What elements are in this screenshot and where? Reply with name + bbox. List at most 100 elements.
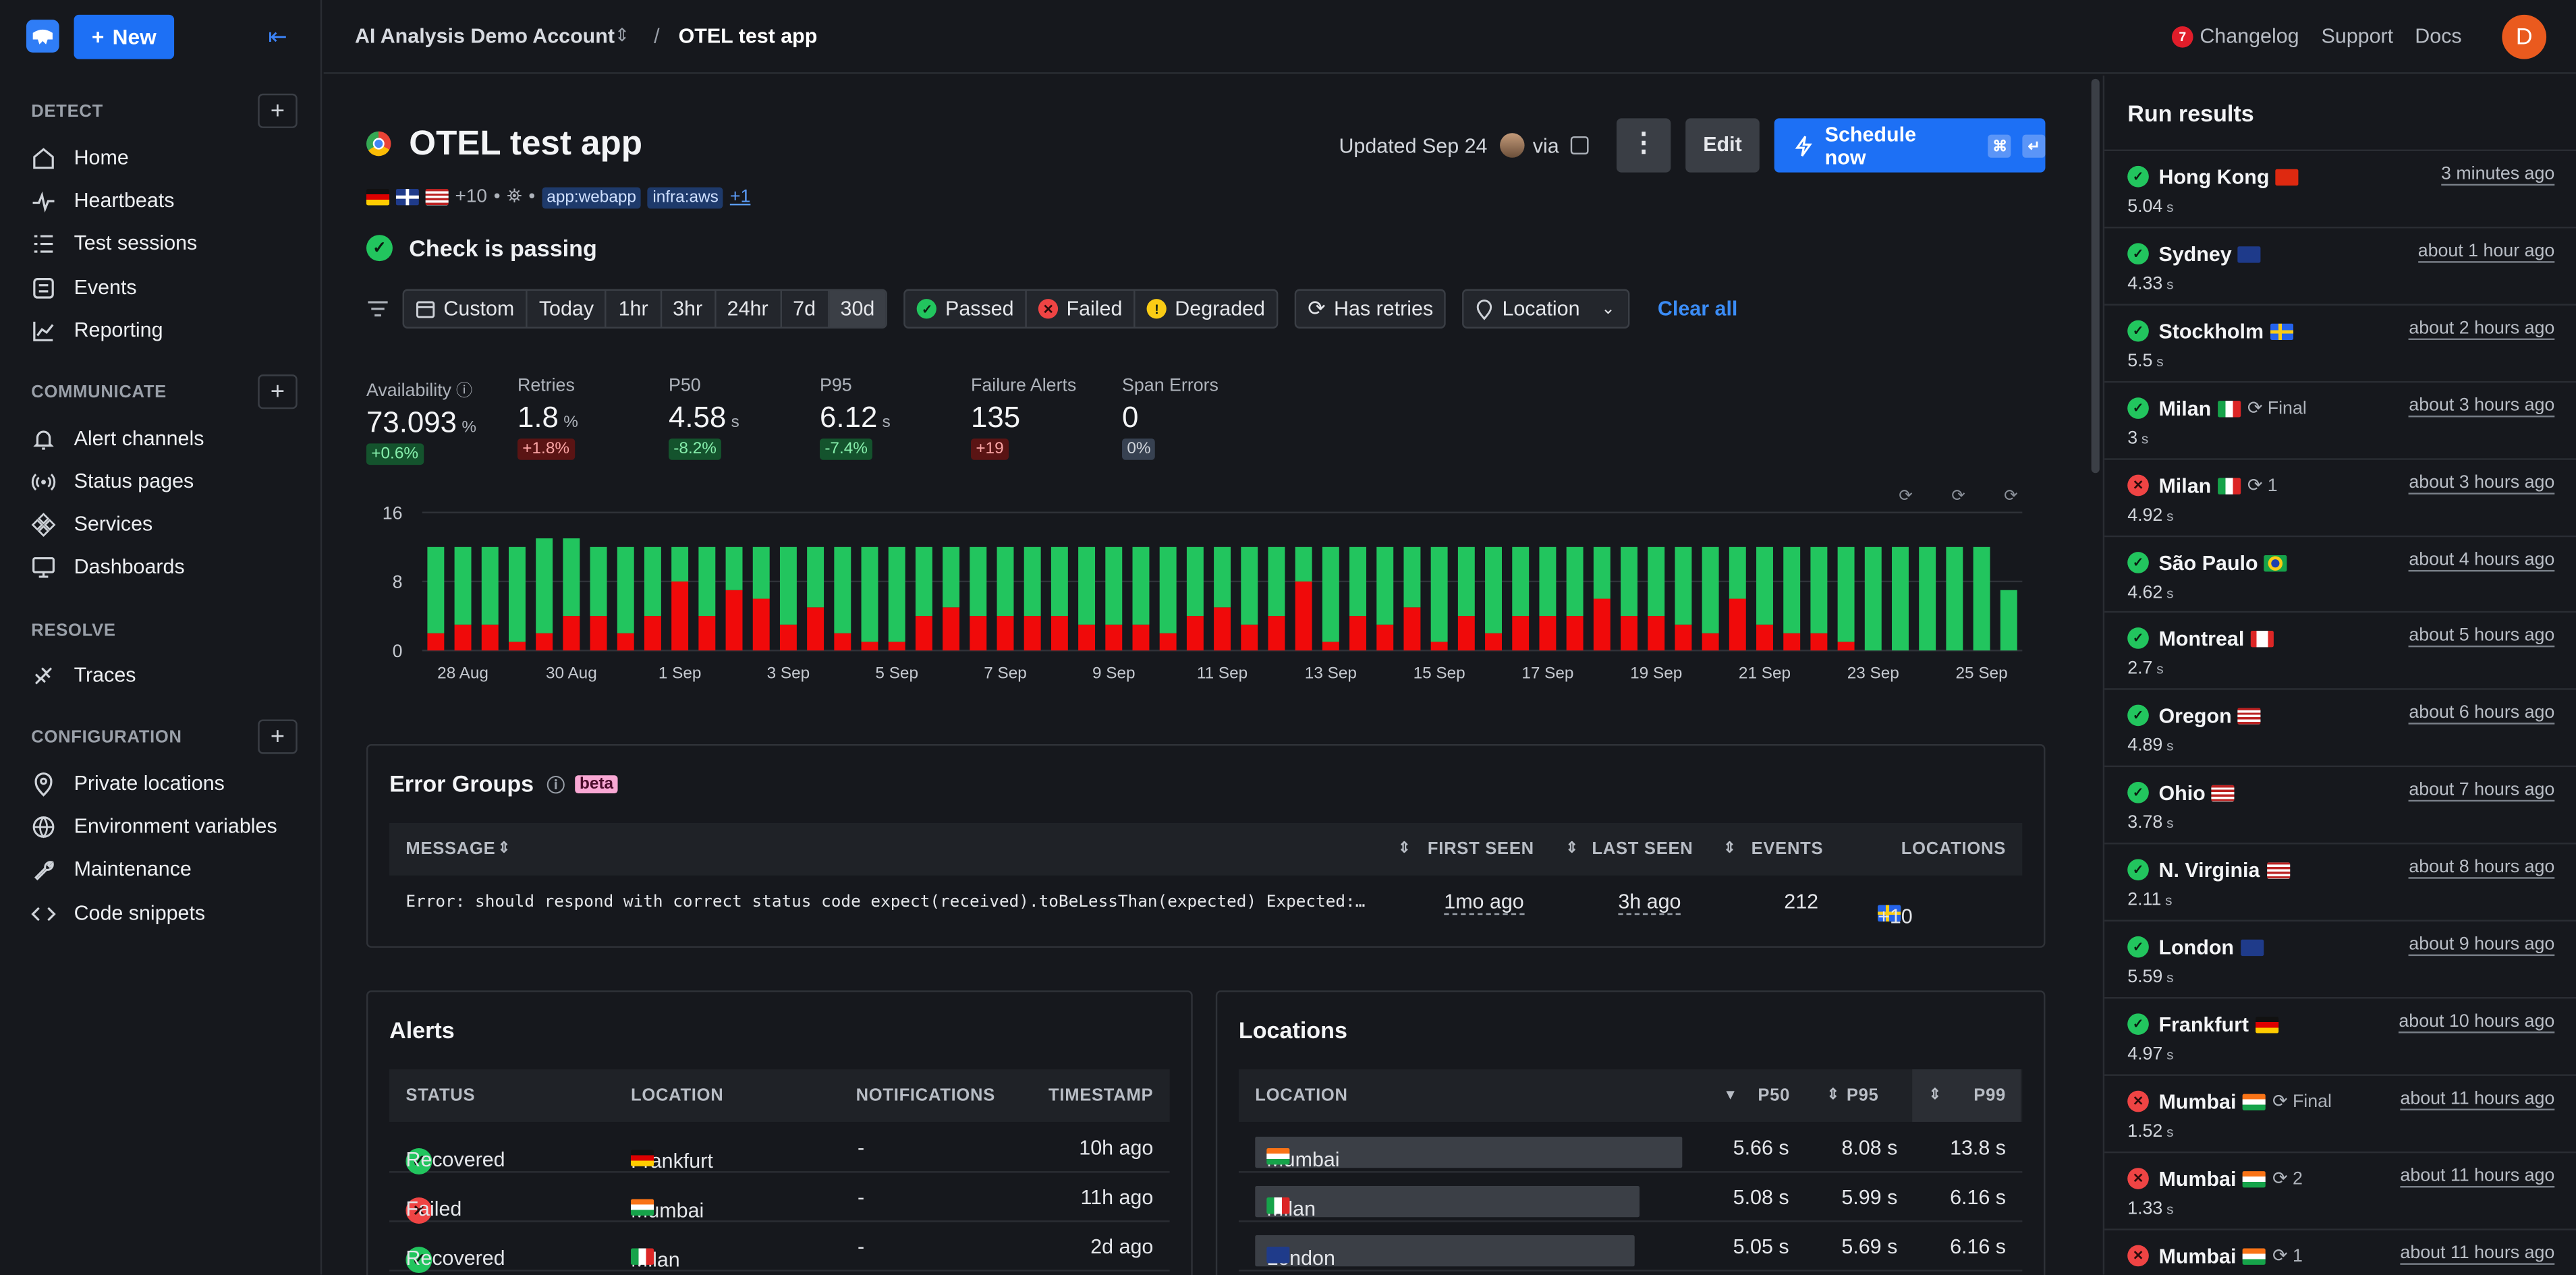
sort-icon[interactable]: ⇕ <box>1398 839 1411 856</box>
run-time-ago[interactable]: about 8 hours ago <box>2409 858 2555 879</box>
run-time-ago[interactable]: about 4 hours ago <box>2409 550 2555 571</box>
range-today[interactable]: Today <box>528 290 607 327</box>
run-time-ago[interactable]: about 7 hours ago <box>2409 781 2555 802</box>
sidebar-item-home[interactable]: Home <box>31 143 129 173</box>
range-custom[interactable]: Custom <box>404 290 528 327</box>
account-switcher-icon[interactable]: ⇕ <box>614 26 630 47</box>
edit-button[interactable]: Edit <box>1685 118 1760 173</box>
sidebar-item-private-locations[interactable]: Private locations <box>31 769 225 799</box>
range-3hr[interactable]: 3hr <box>661 290 716 327</box>
run-result-row[interactable]: ✓ London about 9 hours ago 5.59 s <box>2104 919 2576 997</box>
run-time-ago[interactable]: about 2 hours ago <box>2409 319 2555 340</box>
run-result-row[interactable]: ✓ Sydney about 1 hour ago 4.33 s <box>2104 226 2576 304</box>
run-time-ago[interactable]: about 6 hours ago <box>2409 704 2555 725</box>
sort-icon[interactable]: ⇕ <box>1723 839 1737 856</box>
run-result-row[interactable]: ✕ Milan ⟳ 1 about 3 hours ago 4.92 s <box>2104 457 2576 534</box>
run-time-ago[interactable]: about 9 hours ago <box>2409 936 2555 957</box>
col-last-seen[interactable]: LAST SEEN <box>1592 839 1693 859</box>
sidebar-item-code-snippets[interactable]: Code snippets <box>31 899 205 928</box>
run-time-ago[interactable]: about 11 hours ago <box>2400 1089 2555 1110</box>
filter-has-retries[interactable]: ⟳ Has retries <box>1296 291 1445 327</box>
run-result-row[interactable]: ✓ Hong Kong 3 minutes ago 5.04 s <box>2104 149 2576 227</box>
detect-add-button[interactable]: + <box>258 93 298 128</box>
flags-more[interactable]: +10 <box>455 187 487 207</box>
table-row[interactable]: ✕ Failed Mumbai -11h ago <box>389 1173 1170 1224</box>
range-7d[interactable]: 7d <box>781 290 829 327</box>
col-message[interactable]: MESSAGE <box>405 839 496 859</box>
table-row[interactable]: Milan 5.08 s 5.99 s 6.16 s <box>1238 1173 2023 1222</box>
sidebar-item-status-pages[interactable]: Status pages <box>31 467 194 497</box>
run-time-ago[interactable]: about 11 hours ago <box>2400 1166 2555 1187</box>
sort-desc-icon[interactable]: ▾ <box>1727 1085 1735 1102</box>
run-time-ago[interactable]: about 3 hours ago <box>2409 473 2555 494</box>
run-result-row[interactable]: ✕ Mumbai ⟳ Final about 11 hours ago 1.52 s <box>2104 1073 2576 1151</box>
run-result-row[interactable]: ✓ Stockholm about 2 hours ago 5.5 s <box>2104 303 2576 380</box>
filter-icon[interactable] <box>366 298 389 320</box>
sidebar-item-environment-variables[interactable]: Environment variables <box>31 812 277 841</box>
clear-all-link[interactable]: Clear all <box>1657 297 1738 320</box>
sidebar-item-alert-channels[interactable]: Alert channels <box>31 424 204 453</box>
run-time-ago[interactable]: about 11 hours ago <box>2400 1243 2555 1264</box>
run-time-ago[interactable]: about 1 hour ago <box>2417 242 2555 263</box>
sidebar-item-events[interactable]: Events <box>31 273 137 302</box>
run-result-row[interactable]: ✓ N. Virginia about 8 hours ago 2.11 s <box>2104 843 2576 919</box>
sort-icon[interactable]: ⇕ <box>497 839 511 856</box>
filter-passed[interactable]: ✓ Passed <box>906 290 1028 327</box>
main-scrollbar[interactable] <box>2091 78 2100 474</box>
run-result-row[interactable]: ✓ Milan ⟳ Final about 3 hours ago 3 s <box>2104 380 2576 457</box>
run-result-row[interactable]: ✕ Mumbai ⟳ 2 about 11 hours ago 1.33 s <box>2104 1151 2576 1228</box>
help-circle-icon[interactable]: ⓘ <box>547 776 565 797</box>
breadcrumb-account[interactable]: AI Analysis Demo Account <box>354 24 615 48</box>
run-time-ago[interactable]: about 3 hours ago <box>2409 396 2555 417</box>
location-dropdown[interactable]: Location ⌄ <box>1464 291 1628 327</box>
help-circle-icon[interactable]: ⓘ <box>451 382 473 401</box>
run-time-ago[interactable]: about 5 hours ago <box>2409 627 2555 648</box>
tags-more[interactable]: +1 <box>729 187 751 207</box>
sidebar-item-traces[interactable]: Traces <box>31 660 136 690</box>
table-row[interactable]: ✓ Recovered Frankfurt -10h ago <box>389 1123 1170 1174</box>
range-30d[interactable]: 30d <box>829 290 887 327</box>
table-row[interactable]: London 5.05 s 5.69 s 6.16 s <box>1238 1222 2023 1272</box>
sidebar-item-maintenance[interactable]: Maintenance <box>31 854 192 884</box>
run-result-row[interactable]: ✓ Ohio about 7 hours ago 3.78 s <box>2104 766 2576 843</box>
col-events[interactable]: EVENTS <box>1751 839 1824 859</box>
table-row[interactable]: Mumbai 5.66 s 8.08 s 13.8 s <box>1238 1123 2023 1173</box>
configuration-add-button[interactable]: + <box>258 719 298 754</box>
sidebar-item-reporting[interactable]: Reporting <box>31 316 163 345</box>
tag[interactable]: infra:aws <box>648 186 724 208</box>
run-result-row[interactable]: ✓ Montreal about 5 hours ago 2.7 s <box>2104 611 2576 689</box>
run-result-row[interactable]: ✕ Mumbai ⟳ 1 about 11 hours ago <box>2104 1228 2576 1275</box>
schedule-now-button[interactable]: Schedule now ⌘ ↵ <box>1774 118 2046 173</box>
filter-degraded[interactable]: ! Degraded <box>1136 291 1277 327</box>
range-24hr[interactable]: 24hr <box>716 290 782 327</box>
sort-icon[interactable]: ⇕ <box>1928 1085 1942 1102</box>
sidebar-item-dashboards[interactable]: Dashboards <box>31 552 185 582</box>
support-link[interactable]: Support <box>2321 24 2394 48</box>
sidebar-item-heartbeats[interactable]: Heartbeats <box>31 186 174 215</box>
run-time-ago[interactable]: about 10 hours ago <box>2399 1013 2555 1033</box>
filter-failed[interactable]: ✕ Failed <box>1027 290 1136 327</box>
user-avatar[interactable]: D <box>2502 14 2547 59</box>
table-row[interactable]: Error: should respond with correct statu… <box>389 877 2022 928</box>
tag[interactable]: app:webapp <box>541 186 642 208</box>
run-result-row[interactable]: ✓ Oregon about 6 hours ago 4.89 s <box>2104 688 2576 766</box>
sidebar-item-test-sessions[interactable]: Test sessions <box>31 228 197 258</box>
col-p95[interactable]: P95 <box>1846 1085 1879 1106</box>
sidebar-item-services[interactable]: Services <box>31 509 152 539</box>
collapse-sidebar-icon[interactable]: ⇤ <box>268 23 287 50</box>
col-p50[interactable]: P50 <box>1758 1085 1791 1106</box>
new-button[interactable]: + New <box>74 14 175 59</box>
sort-icon[interactable]: ⇕ <box>1826 1085 1840 1102</box>
docs-link[interactable]: Docs <box>2415 24 2462 48</box>
changelog-link[interactable]: Changelog <box>2200 24 2299 48</box>
col-first-seen[interactable]: FIRST SEEN <box>1427 839 1534 859</box>
range-1hr[interactable]: 1hr <box>607 290 662 327</box>
checkly-logo-icon[interactable] <box>26 20 59 53</box>
col-p99[interactable]: P99 <box>1973 1085 2007 1106</box>
communicate-add-button[interactable]: + <box>258 374 298 409</box>
table-row[interactable]: ✓ Recovered Milan -2d ago <box>389 1222 1170 1274</box>
run-result-row[interactable]: ✓ São Paulo about 4 hours ago 4.62 s <box>2104 534 2576 612</box>
more-actions-button[interactable]: ⋮ <box>1616 118 1671 173</box>
run-time-ago[interactable]: 3 minutes ago <box>2440 165 2555 186</box>
run-result-row[interactable]: ✓ Frankfurt about 10 hours ago 4.97 s <box>2104 996 2576 1074</box>
